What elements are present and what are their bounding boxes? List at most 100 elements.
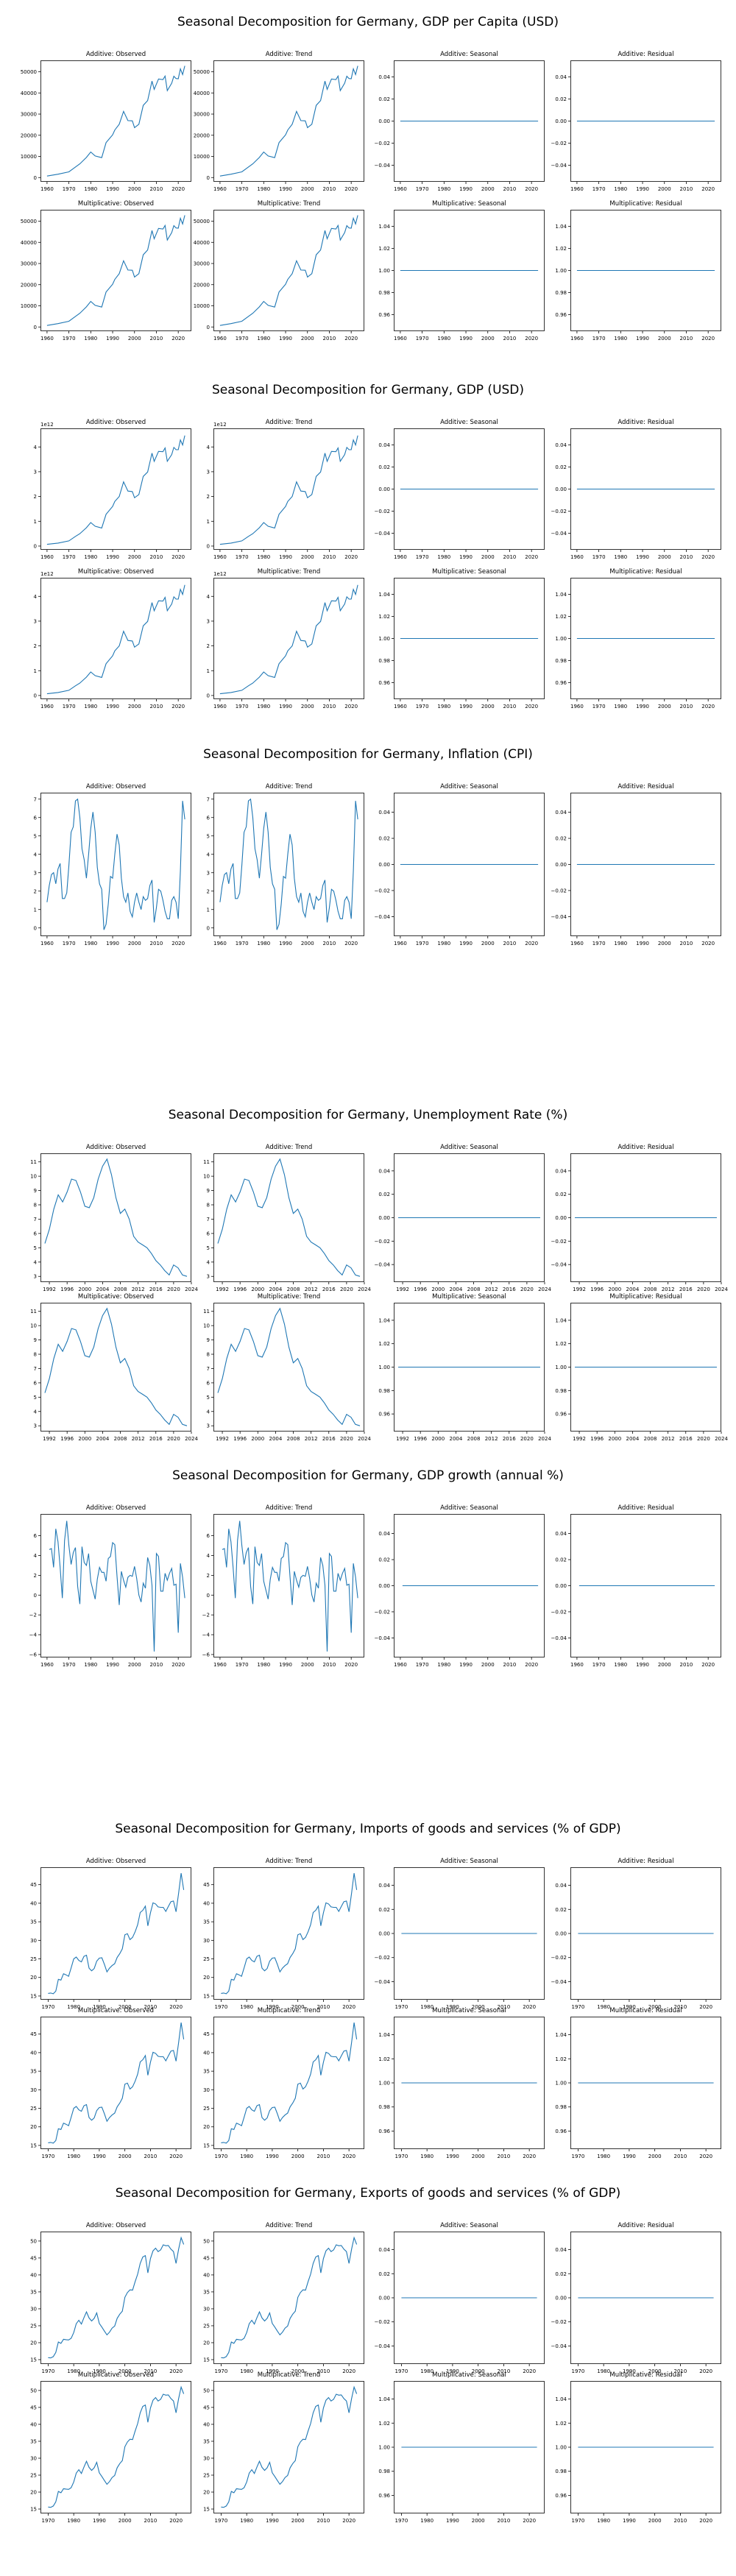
- y-tick-label: 0.02: [378, 1557, 390, 1563]
- y-tick-label: 0.96: [555, 1412, 567, 1418]
- y-tick-label: −0.04: [375, 914, 391, 920]
- panel-title: Additive: Seasonal: [440, 783, 498, 790]
- y-tick-label: 15: [203, 2507, 210, 2513]
- y-tick-label: 1.04: [378, 592, 390, 598]
- x-tick-label: 2000: [648, 2518, 662, 2524]
- x-tick-label: 2020: [169, 2154, 183, 2159]
- y-tick-label: 50: [203, 2388, 210, 2393]
- y-tick-label: 0.98: [555, 1388, 567, 1394]
- y-tick-label: 25: [30, 2106, 37, 2112]
- x-tick-label: 1980: [84, 941, 97, 946]
- x-tick-label: 1990: [106, 704, 119, 710]
- y-tick-label: 45: [30, 2255, 37, 2261]
- y-tick-label: 45: [30, 2405, 37, 2410]
- x-tick-label: 1992: [216, 1287, 229, 1292]
- plot-area: 1960 1970 1980 1990 2000 2010 2020 0 10000 20000 3…: [21, 210, 191, 342]
- plot-area: 1970 1980 1990 2000 2010 2020 −0.04 −0.02 0.00 0.…: [375, 2232, 545, 2374]
- x-tick-label: 1980: [614, 941, 627, 946]
- plot-area: 1970 1980 1990 2000 2010 2020 15 20 25 30 35 40 45 50: [203, 2381, 364, 2524]
- y-tick-label: −0.04: [551, 1979, 567, 1985]
- axes-frame: [570, 1303, 721, 1432]
- y-tick-label: 45: [203, 1882, 210, 1888]
- y-tick-label: 40: [30, 2421, 37, 2427]
- panel-additive-residual: Additive: Residual 1970 1980 1990 2000 2010 20…: [551, 1858, 721, 2010]
- x-tick-label: 1996: [233, 1436, 247, 1442]
- x-tick-label: 1970: [592, 941, 606, 946]
- y-tick-label: 0.96: [378, 1412, 390, 1418]
- plot-area: 1960 1970 1980 1990 2000 2010 2020 0 1 2 3 4 5 6 7: [207, 793, 364, 946]
- panel-additive-observed: Additive: Observed 1960 1970 1980 1990 2000 20…: [34, 783, 191, 946]
- x-tick-label: 1992: [573, 1436, 586, 1442]
- y-tick-label: 45: [30, 2031, 37, 2037]
- y-tick-label: 40: [203, 2421, 210, 2427]
- y-tick-label: 2: [207, 494, 210, 500]
- x-tick-label: 1990: [623, 2004, 636, 2010]
- panel-title: Additive: Observed: [85, 2222, 146, 2229]
- x-tick-label: 2020: [171, 554, 185, 560]
- y-tick-label: 25: [203, 2323, 210, 2329]
- figure-title: Seasonal Decomposition for Germany, Impo…: [115, 1822, 621, 1836]
- x-tick-label: 1980: [597, 2004, 610, 2010]
- x-tick-label: 2000: [472, 2368, 485, 2374]
- x-tick-label: 2010: [150, 704, 163, 710]
- x-tick-label: 2000: [128, 186, 141, 192]
- x-tick-label: 1970: [592, 186, 606, 192]
- y-tick-label: 0.00: [555, 862, 567, 868]
- y-tick-label: 7: [207, 1217, 210, 1222]
- x-tick-label: 1960: [40, 704, 54, 710]
- x-tick-label: 2012: [662, 1287, 675, 1292]
- x-tick-label: 2000: [481, 554, 495, 560]
- panel-title: Multiplicative: Seasonal: [432, 200, 506, 208]
- axes-frame: [213, 578, 364, 699]
- panel-title: Multiplicative: Seasonal: [432, 2007, 506, 2014]
- y-tick-label: 4: [207, 445, 210, 450]
- series-line: [46, 66, 185, 177]
- x-tick-label: 2012: [132, 1287, 145, 1292]
- series-line: [219, 584, 358, 695]
- y-tick-label: 30000: [21, 112, 37, 118]
- panel-additive-trend: Additive: Trend 1960 1970 1980 1990 2000 2010 2…: [207, 419, 364, 560]
- y-tick-label: 20: [203, 2489, 210, 2495]
- panel-title: Additive: Trend: [265, 1504, 313, 1512]
- y-tick-label: 1.00: [555, 1365, 567, 1370]
- x-tick-label: 2020: [525, 554, 538, 560]
- x-tick-label: 2020: [344, 704, 358, 710]
- x-tick-label: 2010: [323, 704, 336, 710]
- series-line: [44, 1158, 188, 1277]
- plot-area: 1960 1970 1980 1990 2000 2010 2020 0 1 2 3 4 5 6 7: [34, 793, 191, 946]
- x-tick-label: 2000: [481, 186, 495, 192]
- panel-title: Additive: Observed: [85, 1504, 146, 1512]
- axes-frame: [570, 428, 721, 550]
- plot-area: 1960 1970 1980 1990 2000 2010 2020 −0.04 −0.02 0.…: [551, 428, 721, 560]
- y-tick-label: 10000: [194, 303, 210, 309]
- series-line: [221, 2385, 358, 2508]
- axes-frame: [570, 2017, 721, 2149]
- x-tick-label: 2000: [118, 2368, 132, 2374]
- x-tick-label: 2010: [680, 1662, 693, 1668]
- y-tick-label: 10000: [21, 154, 37, 160]
- axes-frame: [40, 578, 191, 699]
- y-offset-label: 1e12: [40, 571, 54, 577]
- x-tick-label: 2020: [523, 2004, 536, 2010]
- y-tick-label: 25: [203, 2472, 210, 2478]
- x-tick-label: 2010: [673, 2154, 687, 2159]
- x-tick-label: 2004: [269, 1436, 282, 1442]
- series-line: [44, 1307, 188, 1426]
- y-tick-label: 0.04: [555, 74, 567, 80]
- y-tick-label: −0.02: [551, 1955, 567, 1961]
- y-tick-label: −0.02: [375, 2319, 390, 2325]
- y-tick-label: 25: [30, 2323, 37, 2329]
- y-tick-label: 1.04: [378, 2396, 390, 2402]
- y-tick-label: 0.04: [378, 1531, 390, 1537]
- x-tick-label: 1990: [279, 554, 292, 560]
- x-tick-label: 2010: [673, 2368, 687, 2374]
- x-tick-label: 1970: [42, 2518, 55, 2524]
- x-tick-label: 1980: [420, 2518, 434, 2524]
- y-tick-label: 3: [34, 1423, 37, 1429]
- panel-additive-residual: Additive: Residual 1960 1970 1980 1990 2000 20…: [551, 419, 721, 560]
- y-tick-label: 20: [30, 2124, 37, 2130]
- x-tick-label: 2020: [344, 186, 358, 192]
- plot-area: 1970 1980 1990 2000 2010 2020 0.96 0.98 1.00 1.02…: [378, 2381, 545, 2524]
- y-tick-label: 8: [207, 1352, 210, 1358]
- y-tick-label: 50000: [21, 219, 37, 224]
